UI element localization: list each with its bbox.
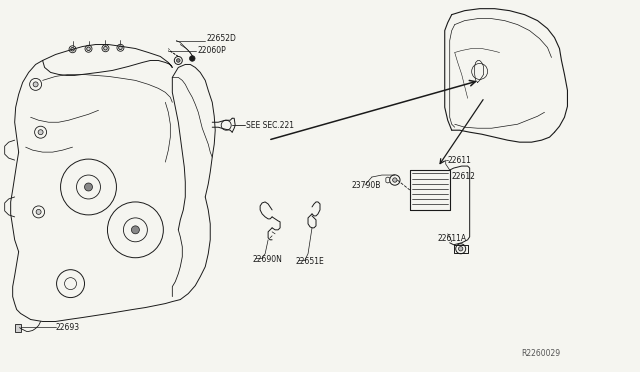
Circle shape (118, 46, 122, 49)
Circle shape (104, 46, 108, 50)
Circle shape (38, 130, 43, 135)
Circle shape (131, 226, 140, 234)
Bar (15, 324, 20, 333)
Circle shape (86, 47, 90, 51)
Text: 22690N: 22690N (252, 255, 282, 264)
Text: SEE SEC.221: SEE SEC.221 (246, 121, 294, 130)
Circle shape (393, 178, 397, 182)
Circle shape (33, 82, 38, 87)
Text: 22652D: 22652D (206, 34, 236, 43)
Text: 22693: 22693 (56, 323, 80, 332)
Text: R2260029: R2260029 (522, 349, 561, 358)
Text: 22611: 22611 (448, 155, 472, 164)
Circle shape (458, 247, 463, 251)
Text: 22611A: 22611A (438, 234, 467, 243)
Circle shape (177, 59, 180, 62)
Text: 22060P: 22060P (197, 46, 226, 55)
Circle shape (84, 183, 93, 191)
Text: 22612: 22612 (452, 171, 476, 180)
Circle shape (189, 56, 195, 61)
Circle shape (36, 209, 41, 214)
Text: 23790B: 23790B (352, 180, 381, 189)
Circle shape (71, 48, 74, 51)
Text: 22651E: 22651E (295, 257, 324, 266)
